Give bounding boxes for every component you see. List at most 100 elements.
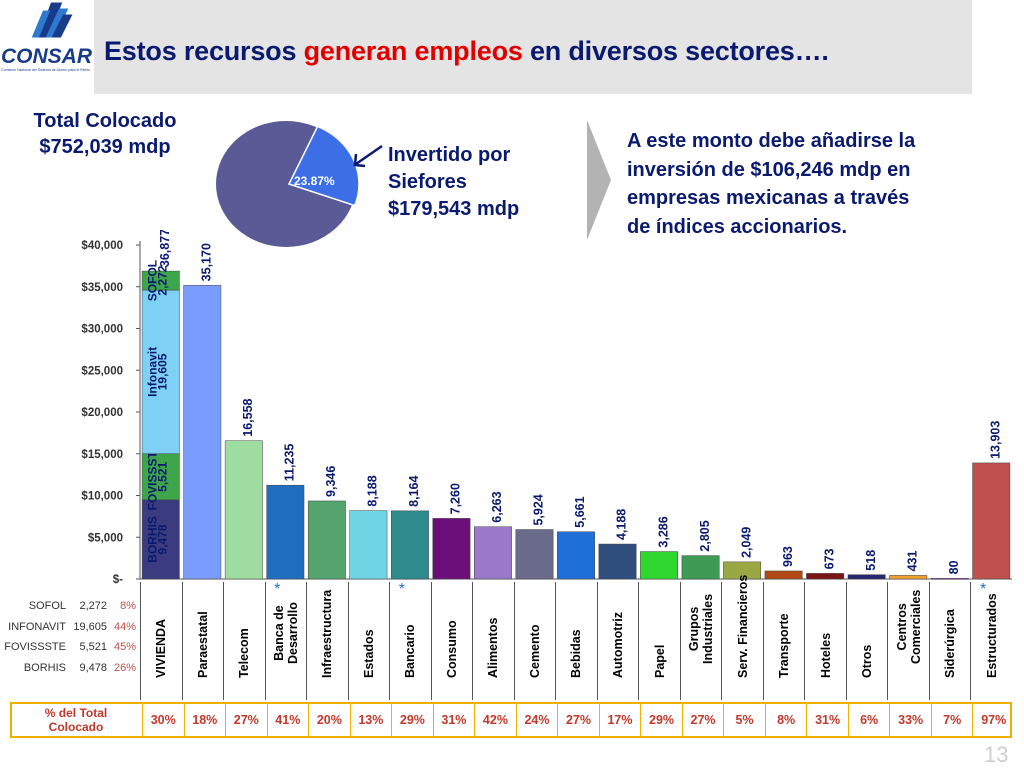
category-label: Banca de Desarrollo: [271, 602, 300, 664]
breakdown-value: 19,605: [73, 620, 107, 633]
invest-line-3: $179,543 mdp: [388, 198, 520, 220]
category-label: Telecom: [237, 628, 252, 678]
bar-grupos-industriales: [681, 555, 720, 580]
bar-value-label: 11,235: [283, 444, 297, 482]
invested-siefores-block: Invertido por Siefores $179,543 mdp: [388, 142, 519, 223]
page-number: 13: [984, 742, 1009, 767]
total-value: $752,039 mdp: [39, 136, 171, 158]
bar-value-label: 673: [822, 548, 836, 569]
breakdown-row: SOFOL 2,272 8%: [0, 600, 140, 620]
vivienda-segment-borhis: [141, 499, 180, 580]
bar-estados: [349, 510, 388, 580]
breakdown-name: BORHIS: [23, 661, 66, 674]
breakdown-value: 9,478: [79, 661, 107, 674]
bar-sider-rgica: [930, 578, 969, 580]
pct-cell: 42%: [474, 704, 516, 736]
pct-cell: 33%: [889, 704, 931, 736]
pct-cell: 31%: [806, 704, 848, 736]
category-cell: Estados: [347, 582, 390, 700]
pct-cell: 31%: [432, 704, 475, 736]
bar-transporte: [764, 570, 803, 580]
pct-cell: 97%: [972, 704, 1014, 736]
y-tick-label: $15,000: [81, 449, 123, 461]
pct-row-label-1: % del Total: [44, 706, 108, 720]
bar-value-label: 36,877: [158, 230, 172, 267]
vivienda-segment-name: Infonavit: [145, 347, 159, 397]
bar-value-label: 431: [905, 550, 919, 571]
pct-cell: 29%: [391, 704, 433, 736]
invest-line-2: Siefores: [388, 171, 467, 193]
bar-value-label: 8,164: [407, 476, 421, 507]
breakdown-value: 5,521: [79, 641, 107, 653]
y-tick-label: $-: [113, 574, 123, 586]
pct-cell: 27%: [225, 704, 267, 736]
bar-centros-comerciales: [889, 575, 928, 580]
pie-slice-label: 23.87%: [294, 174, 335, 188]
breakdown-name: FOVISSSTE: [4, 641, 66, 653]
bar-value-label: 5,924: [532, 494, 546, 525]
category-label: Bancario: [403, 624, 418, 679]
asterisk-marker: *: [980, 581, 986, 598]
vivienda-segment-value: 5,521: [155, 461, 169, 491]
sector-bar-chart: $- $5,000 $10,000 $15,000 $20,000 $25,000 $30,…: [81, 230, 1012, 598]
category-cell: Infraestructura: [306, 582, 348, 700]
category-label: Estados: [361, 629, 376, 678]
category-cell: Siderúrgica: [928, 582, 971, 700]
title-band: [94, 0, 972, 94]
category-cell: Paraestatal: [181, 582, 224, 700]
category-cell: Bancario: [389, 582, 431, 700]
vivienda-segment-infonavit: [141, 289, 180, 455]
pct-cell: 20%: [308, 704, 350, 736]
bar-value-label: 80: [947, 560, 961, 574]
category-label: Otros: [860, 644, 875, 678]
pct-cell: 13%: [349, 704, 392, 736]
category-cell: Hoteles: [804, 582, 846, 700]
bar-value-label: 13,903: [988, 421, 1002, 459]
breakdown-pct: 45%: [113, 641, 136, 653]
breakdown-name: SOFOL: [28, 600, 66, 612]
note-line-2: inversión de $106,246 mdp en: [627, 158, 911, 181]
bar-value-label: 518: [864, 550, 878, 571]
bar-value-label: 7,260: [449, 483, 463, 514]
bar-value-label: 5,661: [573, 496, 587, 527]
vivienda-segment-name: FOVISSSTE: [145, 443, 159, 510]
arrow-left-icon: [353, 144, 383, 168]
category-cell: Centros Comerciales: [887, 582, 929, 700]
pct-cell: 18%: [183, 704, 226, 736]
category-cell: Estructurados: [970, 582, 1012, 700]
y-tick-label: $30,000: [81, 324, 123, 336]
consar-emblem-icon: [31, 2, 73, 38]
logo-wordmark: CONSAR: [1, 45, 92, 68]
category-label: Automotriz: [611, 612, 625, 678]
pct-row-header: % del Total Colocado: [12, 704, 140, 736]
bar-papel: [640, 551, 678, 580]
category-cell: Otros: [845, 582, 888, 700]
category-label: Estructurados: [984, 593, 999, 678]
category-label: Papel: [652, 644, 667, 678]
title-highlight: generan empleos: [303, 36, 523, 66]
bar-value-label: 4,188: [615, 509, 629, 540]
pct-cell: 29%: [640, 704, 682, 736]
breakdown-pct: 26%: [113, 661, 136, 674]
category-cell: VIVIENDA: [140, 582, 182, 700]
bar-alimentos: [474, 526, 512, 580]
siefores-pie-chart: 23.87%: [216, 121, 360, 247]
category-label: Centros Comerciales: [894, 589, 923, 664]
bar-automotriz: [598, 543, 637, 580]
note-line-1: A este monto debe añadirse la: [627, 130, 916, 152]
bar-value-label: 6,263: [490, 491, 504, 522]
y-tick-label: $5,000: [88, 532, 123, 544]
pct-cell: 27%: [681, 704, 724, 736]
y-tick-label: $10,000: [81, 491, 123, 503]
breakdown-row: INFONAVIT 19,605 44%: [0, 621, 140, 641]
slide-title: Estos recursos generan empleos en divers…: [104, 36, 829, 67]
vivienda-segment-fovissste: [141, 453, 180, 501]
category-cell: Alimentos: [472, 582, 514, 700]
vivienda-segment-name: SOFOL: [145, 260, 159, 301]
pct-cell: 7%: [930, 704, 973, 736]
bar-value-label: 8,188: [366, 475, 380, 506]
pct-cell: 30%: [142, 704, 184, 736]
vivienda-segment-sofol: [141, 270, 180, 291]
category-label: Grupos Industriales: [687, 593, 716, 664]
category-axis: VIVIENDA Paraestatal Telecom Banca de Desarr…: [140, 575, 1012, 700]
